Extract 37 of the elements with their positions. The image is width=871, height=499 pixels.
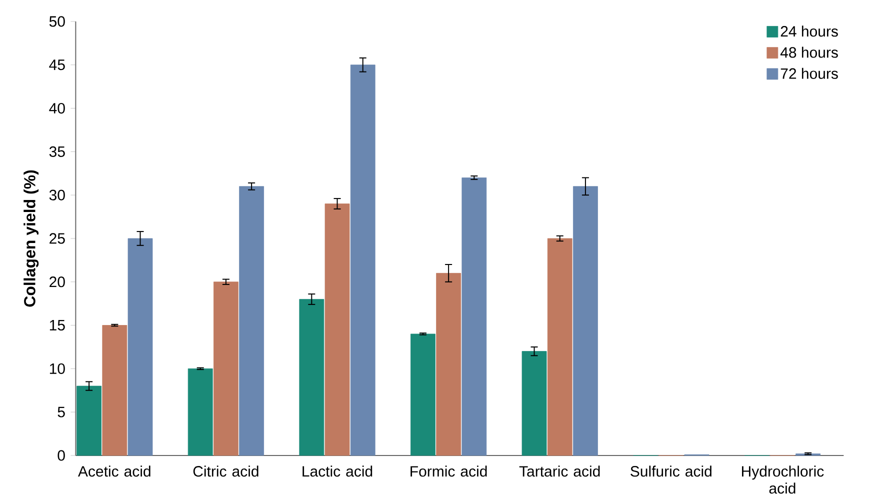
y-tick-label: 25	[50, 233, 65, 244]
bar	[76, 386, 102, 456]
y-tick-label: 5	[58, 406, 65, 418]
bar	[188, 368, 213, 456]
y-tick-label: 45	[49, 60, 65, 70]
y-tick-label: 30	[49, 190, 65, 201]
y-tick-label: 0	[58, 450, 65, 461]
x-tick-label: Formic acid	[410, 466, 487, 477]
x-tick-label: Citric acid	[193, 466, 258, 477]
bar	[573, 186, 598, 456]
bar	[410, 334, 436, 456]
bar	[324, 204, 350, 456]
y-tick-label: 50	[49, 16, 65, 27]
bar	[299, 299, 324, 456]
bar	[128, 238, 153, 456]
x-tick-label: Sulfuric acid	[630, 466, 712, 477]
bar	[239, 186, 264, 456]
legend-label: 72 hours	[780, 68, 838, 80]
y-tick-label: 40	[49, 103, 65, 114]
y-axis-title: Collagen yield (%)	[24, 170, 39, 307]
y-tick-label: 15	[50, 320, 65, 331]
legend-label: 48 hours	[780, 46, 838, 58]
x-tick-label: Tartaric acid	[519, 466, 600, 477]
bar	[547, 238, 572, 456]
bar	[214, 282, 238, 456]
legend-label: 24 hours	[780, 26, 838, 37]
bar	[522, 351, 547, 456]
x-tick-label: Hydrochloric acid	[742, 466, 824, 494]
bar	[462, 178, 487, 456]
bar	[436, 273, 461, 456]
y-tick-label: 35	[49, 146, 65, 158]
x-tick-label: Lactic acid	[302, 466, 372, 477]
y-tick-label: 20	[50, 276, 65, 288]
bar	[350, 64, 376, 456]
x-tick-label: Acetic acid	[78, 466, 150, 477]
bar	[102, 325, 128, 456]
y-tick-label: 10	[50, 364, 65, 374]
